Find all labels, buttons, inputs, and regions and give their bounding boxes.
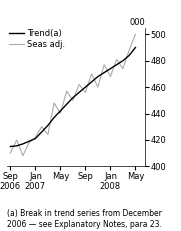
Legend: Trend(a), Seas adj.: Trend(a), Seas adj.: [9, 29, 65, 49]
Text: (a) Break in trend series from December
2006 — see Explanatory Notes, para 23.: (a) Break in trend series from December …: [7, 209, 162, 229]
Text: 000: 000: [129, 18, 145, 27]
